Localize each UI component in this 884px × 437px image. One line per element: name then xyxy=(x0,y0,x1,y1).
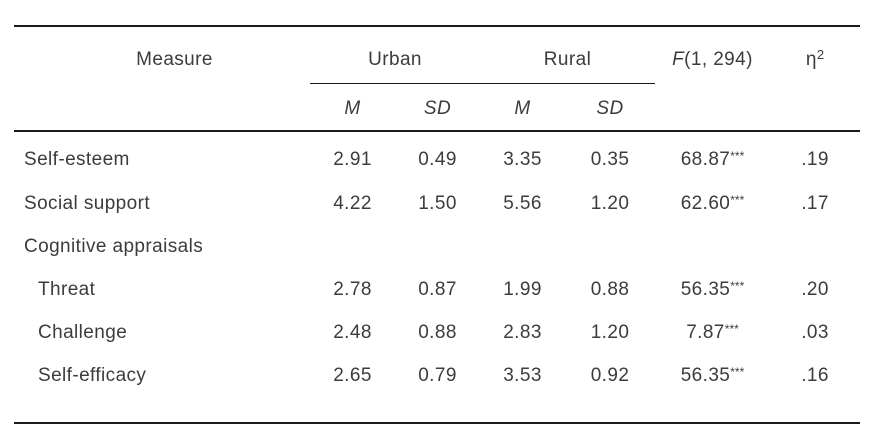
eta-squared-value: .16 xyxy=(801,364,829,386)
f-value: 62.60*** xyxy=(680,192,745,214)
table-row-self-efficacy: Self-efficacy 2.65 0.79 3.53 0.92 56.35*… xyxy=(14,354,860,397)
rural-mean-value: 1.99 xyxy=(503,278,542,300)
eta-squared-value: .20 xyxy=(801,278,829,300)
urban-sd-header: SD xyxy=(395,83,480,132)
empty-cell xyxy=(770,225,860,268)
urban-mean-value: 2.65 xyxy=(333,364,372,386)
rural-sd-value: 0.35 xyxy=(590,149,630,170)
empty-cell xyxy=(565,225,655,268)
f-value: 7.87*** xyxy=(686,321,739,343)
table-row-self-esteem: Self-esteem 2.91 0.49 3.35 0.35 68.87***… xyxy=(14,131,860,182)
rural-sd-value: 0.88 xyxy=(590,278,630,300)
urban-sd-value: 0.88 xyxy=(418,321,457,343)
urban-sd-value: 1.50 xyxy=(418,192,457,214)
significance-stars: *** xyxy=(730,192,745,207)
urban-sd-value: 0.49 xyxy=(418,149,457,170)
urban-group-header: Urban xyxy=(310,26,480,84)
f-symbol: F xyxy=(672,49,685,71)
empty-cell xyxy=(310,225,395,268)
significance-stars: *** xyxy=(730,364,745,379)
eta-squared-value: .03 xyxy=(801,321,829,343)
urban-mean-value: 2.91 xyxy=(333,149,372,170)
urban-sd-value: 0.87 xyxy=(418,278,457,300)
rural-group-header: Rural xyxy=(480,26,655,84)
empty-header-cell xyxy=(770,83,860,132)
f-value: 68.87*** xyxy=(680,149,745,170)
group-header-row: Measure Urban Rural F(1, 294) η2 xyxy=(14,26,860,84)
rural-mean-header: M xyxy=(480,83,565,132)
measure-column-header: Measure xyxy=(136,49,213,71)
stat-header-row: M SD M SD xyxy=(14,83,860,132)
rural-sd-value: 0.92 xyxy=(590,364,630,386)
row-label: Self-esteem xyxy=(24,149,130,170)
row-label: Social support xyxy=(24,192,151,214)
rural-sd-value: 1.20 xyxy=(590,321,630,343)
urban-mean-header: M xyxy=(310,83,395,132)
eta-squared-value: .17 xyxy=(801,192,829,214)
rural-sd-value: 1.20 xyxy=(590,192,630,214)
eta-exponent: 2 xyxy=(816,47,825,63)
significance-stars: *** xyxy=(724,321,739,336)
table-row-cognitive-appraisals-subheader: Cognitive appraisals xyxy=(14,225,860,268)
rural-mean-value: 3.53 xyxy=(503,364,542,386)
table-row-challenge: Challenge 2.48 0.88 2.83 1.20 7.87*** .0… xyxy=(14,311,860,354)
empty-header-cell xyxy=(655,83,770,132)
row-subheader-label: Cognitive appraisals xyxy=(24,235,204,257)
f-degrees-of-freedom: (1, 294) xyxy=(684,49,753,71)
empty-cell xyxy=(395,225,480,268)
empty-header-cell xyxy=(14,83,310,132)
row-label: Threat xyxy=(38,278,96,300)
table-row-threat: Threat 2.78 0.87 1.99 0.88 56.35*** .20 xyxy=(14,268,860,311)
significance-stars: *** xyxy=(730,149,745,163)
table-row-social-support: Social support 4.22 1.50 5.56 1.20 62.60… xyxy=(14,182,860,225)
anova-results-table: Measure Urban Rural F(1, 294) η2 M SD M … xyxy=(14,25,860,424)
urban-group-label: Urban xyxy=(368,49,422,70)
empty-cell xyxy=(655,225,770,268)
row-label: Self-efficacy xyxy=(38,364,147,386)
rural-sd-header: SD xyxy=(565,83,655,132)
eta-symbol: η xyxy=(805,49,817,71)
significance-stars: *** xyxy=(730,278,745,293)
eta-squared-header: η2 xyxy=(770,26,860,84)
f-statistic-header: F(1, 294) xyxy=(655,26,770,84)
rural-group-label: Rural xyxy=(543,49,592,70)
empty-cell xyxy=(14,397,860,423)
f-value: 56.35*** xyxy=(680,364,745,386)
rural-mean-value: 3.35 xyxy=(503,149,542,170)
row-label: Challenge xyxy=(38,321,128,343)
f-value: 56.35*** xyxy=(680,278,745,300)
rural-mean-value: 2.83 xyxy=(503,321,542,343)
eta-squared-value: .19 xyxy=(801,149,829,170)
urban-sd-value: 0.79 xyxy=(418,364,457,386)
empty-cell xyxy=(480,225,565,268)
urban-mean-value: 2.78 xyxy=(333,278,372,300)
rural-mean-value: 5.56 xyxy=(503,192,542,214)
urban-mean-value: 2.48 xyxy=(333,321,372,343)
bottom-spacer-row xyxy=(14,397,860,423)
urban-mean-value: 4.22 xyxy=(333,192,372,214)
